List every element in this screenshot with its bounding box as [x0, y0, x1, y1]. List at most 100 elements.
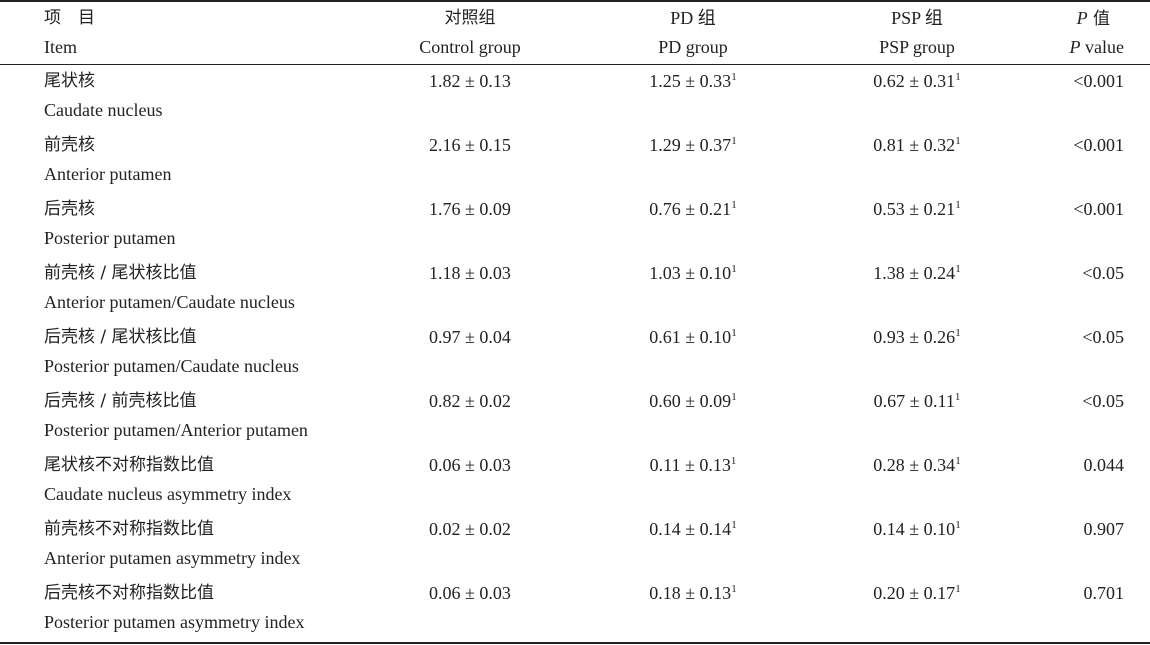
cell-pd-value: 1.25 ± 0.331: [649, 70, 736, 92]
header-p-cn: P 值: [1077, 7, 1110, 30]
psp-significance-marker: 1: [955, 263, 961, 275]
psp-significance-marker: 1: [955, 71, 961, 83]
header-control-en: Control group: [419, 37, 521, 57]
cell-p-value: 0.907: [1083, 519, 1125, 539]
pd-significance-marker: 1: [730, 455, 737, 467]
cell-pd-value: 1.03 ± 0.101: [649, 262, 736, 284]
psp-value-text: 1.38 ± 0.24: [873, 263, 956, 283]
row-label-cn: 尾状核: [44, 71, 95, 91]
cell-p-value: <0.001: [1073, 199, 1124, 219]
psp-value-text: 0.20 ± 0.17: [873, 583, 956, 603]
header-psp-cn: PSP 组: [891, 8, 943, 28]
cell-psp-value: 0.53 ± 0.211: [873, 198, 960, 220]
row-label-cn: 尾状核不对称指数比值: [44, 455, 214, 475]
psp-value-text: 0.93 ± 0.26: [873, 327, 956, 347]
row-label-en: Anterior putamen/Caudate nucleus: [44, 292, 295, 312]
row-label-cn: 前壳核: [44, 135, 95, 155]
row-label-cn: 后壳核 / 前壳核比值: [44, 391, 197, 411]
header-pd-en: PD group: [658, 37, 728, 57]
psp-significance-marker: 1: [955, 519, 961, 531]
table-bottom-rule: [0, 642, 1150, 644]
row-label-en: Anterior putamen: [44, 164, 172, 184]
pd-value-text: 0.18 ± 0.13: [649, 583, 732, 603]
cell-psp-value: 0.14 ± 0.101: [873, 518, 960, 540]
psp-value-text: 0.62 ± 0.31: [873, 71, 956, 91]
pd-significance-marker: 1: [731, 199, 737, 211]
cell-psp-value: 0.28 ± 0.341: [873, 454, 960, 476]
cell-p-value: <0.001: [1073, 71, 1124, 91]
psp-significance-marker: 1: [954, 391, 961, 403]
pd-value-text: 1.03 ± 0.10: [649, 263, 732, 283]
header-p-en: P value: [1070, 36, 1124, 58]
cell-pd-value: 0.11 ± 0.131: [650, 454, 737, 476]
header-p-cn-symbol: P: [1076, 8, 1088, 28]
header-item-en: Item: [44, 37, 77, 57]
cell-pd-value: 0.14 ± 0.141: [649, 518, 736, 540]
pd-significance-marker: 1: [731, 327, 737, 339]
pd-value-text: 0.61 ± 0.10: [649, 327, 732, 347]
pd-significance-marker: 1: [731, 519, 737, 531]
cell-p-value: <0.05: [1082, 263, 1124, 283]
psp-significance-marker: 1: [955, 199, 961, 211]
header-pd-cn: PD 组: [670, 8, 716, 28]
row-label-cn: 后壳核不对称指数比值: [44, 583, 214, 603]
psp-significance-marker: 1: [955, 583, 961, 595]
pd-value-text: 0.11 ± 0.13: [649, 455, 731, 475]
row-label-cn: 后壳核: [44, 199, 95, 219]
row-label-cn: 前壳核 / 尾状核比值: [44, 263, 197, 283]
cell-pd-value: 0.61 ± 0.101: [649, 326, 736, 348]
row-label-cn: 前壳核不对称指数比值: [44, 519, 214, 539]
cell-control-value: 0.06 ± 0.03: [429, 455, 511, 475]
cell-pd-value: 0.18 ± 0.131: [649, 582, 736, 604]
pd-significance-marker: 1: [731, 391, 737, 403]
psp-value-text: 0.28 ± 0.34: [873, 455, 956, 475]
cell-control-value: 2.16 ± 0.15: [429, 135, 511, 155]
header-p-en-text: value: [1080, 37, 1124, 57]
pd-value-text: 1.29 ± 0.37: [649, 135, 732, 155]
psp-value-text: 0.67 ± 0.11: [873, 391, 955, 411]
row-label-en: Anterior putamen asymmetry index: [44, 548, 301, 568]
row-label-en: Posterior putamen/Caudate nucleus: [44, 356, 299, 376]
header-item-cn: 项 目: [44, 8, 95, 28]
cell-pd-value: 0.76 ± 0.211: [649, 198, 736, 220]
cell-p-value: 0.701: [1083, 583, 1125, 603]
psp-significance-marker: 1: [955, 327, 961, 339]
psp-significance-marker: 1: [955, 135, 961, 147]
cell-pd-value: 0.60 ± 0.091: [649, 390, 736, 412]
cell-p-value: <0.001: [1073, 135, 1124, 155]
cell-p-value: <0.05: [1082, 327, 1124, 347]
row-label-en: Caudate nucleus asymmetry index: [44, 484, 292, 504]
cell-psp-value: 0.93 ± 0.261: [873, 326, 960, 348]
pd-value-text: 1.25 ± 0.33: [649, 71, 732, 91]
psp-value-text: 0.14 ± 0.10: [873, 519, 956, 539]
cell-psp-value: 0.81 ± 0.321: [873, 134, 960, 156]
header-divider-rule: [0, 64, 1150, 65]
cell-control-value: 0.97 ± 0.04: [429, 327, 511, 347]
pd-significance-marker: 1: [731, 583, 737, 595]
cell-control-value: 1.76 ± 0.09: [429, 199, 511, 219]
pd-value-text: 0.14 ± 0.14: [649, 519, 732, 539]
cell-control-value: 1.18 ± 0.03: [429, 263, 511, 283]
row-label-en: Posterior putamen asymmetry index: [44, 612, 305, 632]
row-label-cn: 后壳核 / 尾状核比值: [44, 327, 197, 347]
psp-significance-marker: 1: [955, 455, 961, 467]
cell-p-value: <0.05: [1082, 391, 1124, 411]
psp-value-text: 0.81 ± 0.32: [873, 135, 956, 155]
pd-significance-marker: 1: [731, 71, 737, 83]
psp-value-text: 0.53 ± 0.21: [873, 199, 956, 219]
header-p-en-symbol: P: [1069, 37, 1081, 57]
pd-significance-marker: 1: [731, 263, 737, 275]
header-p-cn-text: 值: [1087, 9, 1110, 29]
table-top-rule: [0, 0, 1150, 2]
pd-value-text: 0.76 ± 0.21: [649, 199, 732, 219]
cell-control-value: 0.06 ± 0.03: [429, 583, 511, 603]
cell-control-value: 0.02 ± 0.02: [429, 519, 511, 539]
row-label-en: Posterior putamen/Anterior putamen: [44, 420, 308, 440]
cell-pd-value: 1.29 ± 0.371: [649, 134, 736, 156]
cell-control-value: 1.82 ± 0.13: [429, 71, 511, 91]
cell-psp-value: 0.20 ± 0.171: [873, 582, 960, 604]
pd-value-text: 0.60 ± 0.09: [649, 391, 732, 411]
row-label-en: Posterior putamen: [44, 228, 176, 248]
cell-p-value: 0.044: [1083, 455, 1125, 475]
pd-significance-marker: 1: [731, 135, 737, 147]
